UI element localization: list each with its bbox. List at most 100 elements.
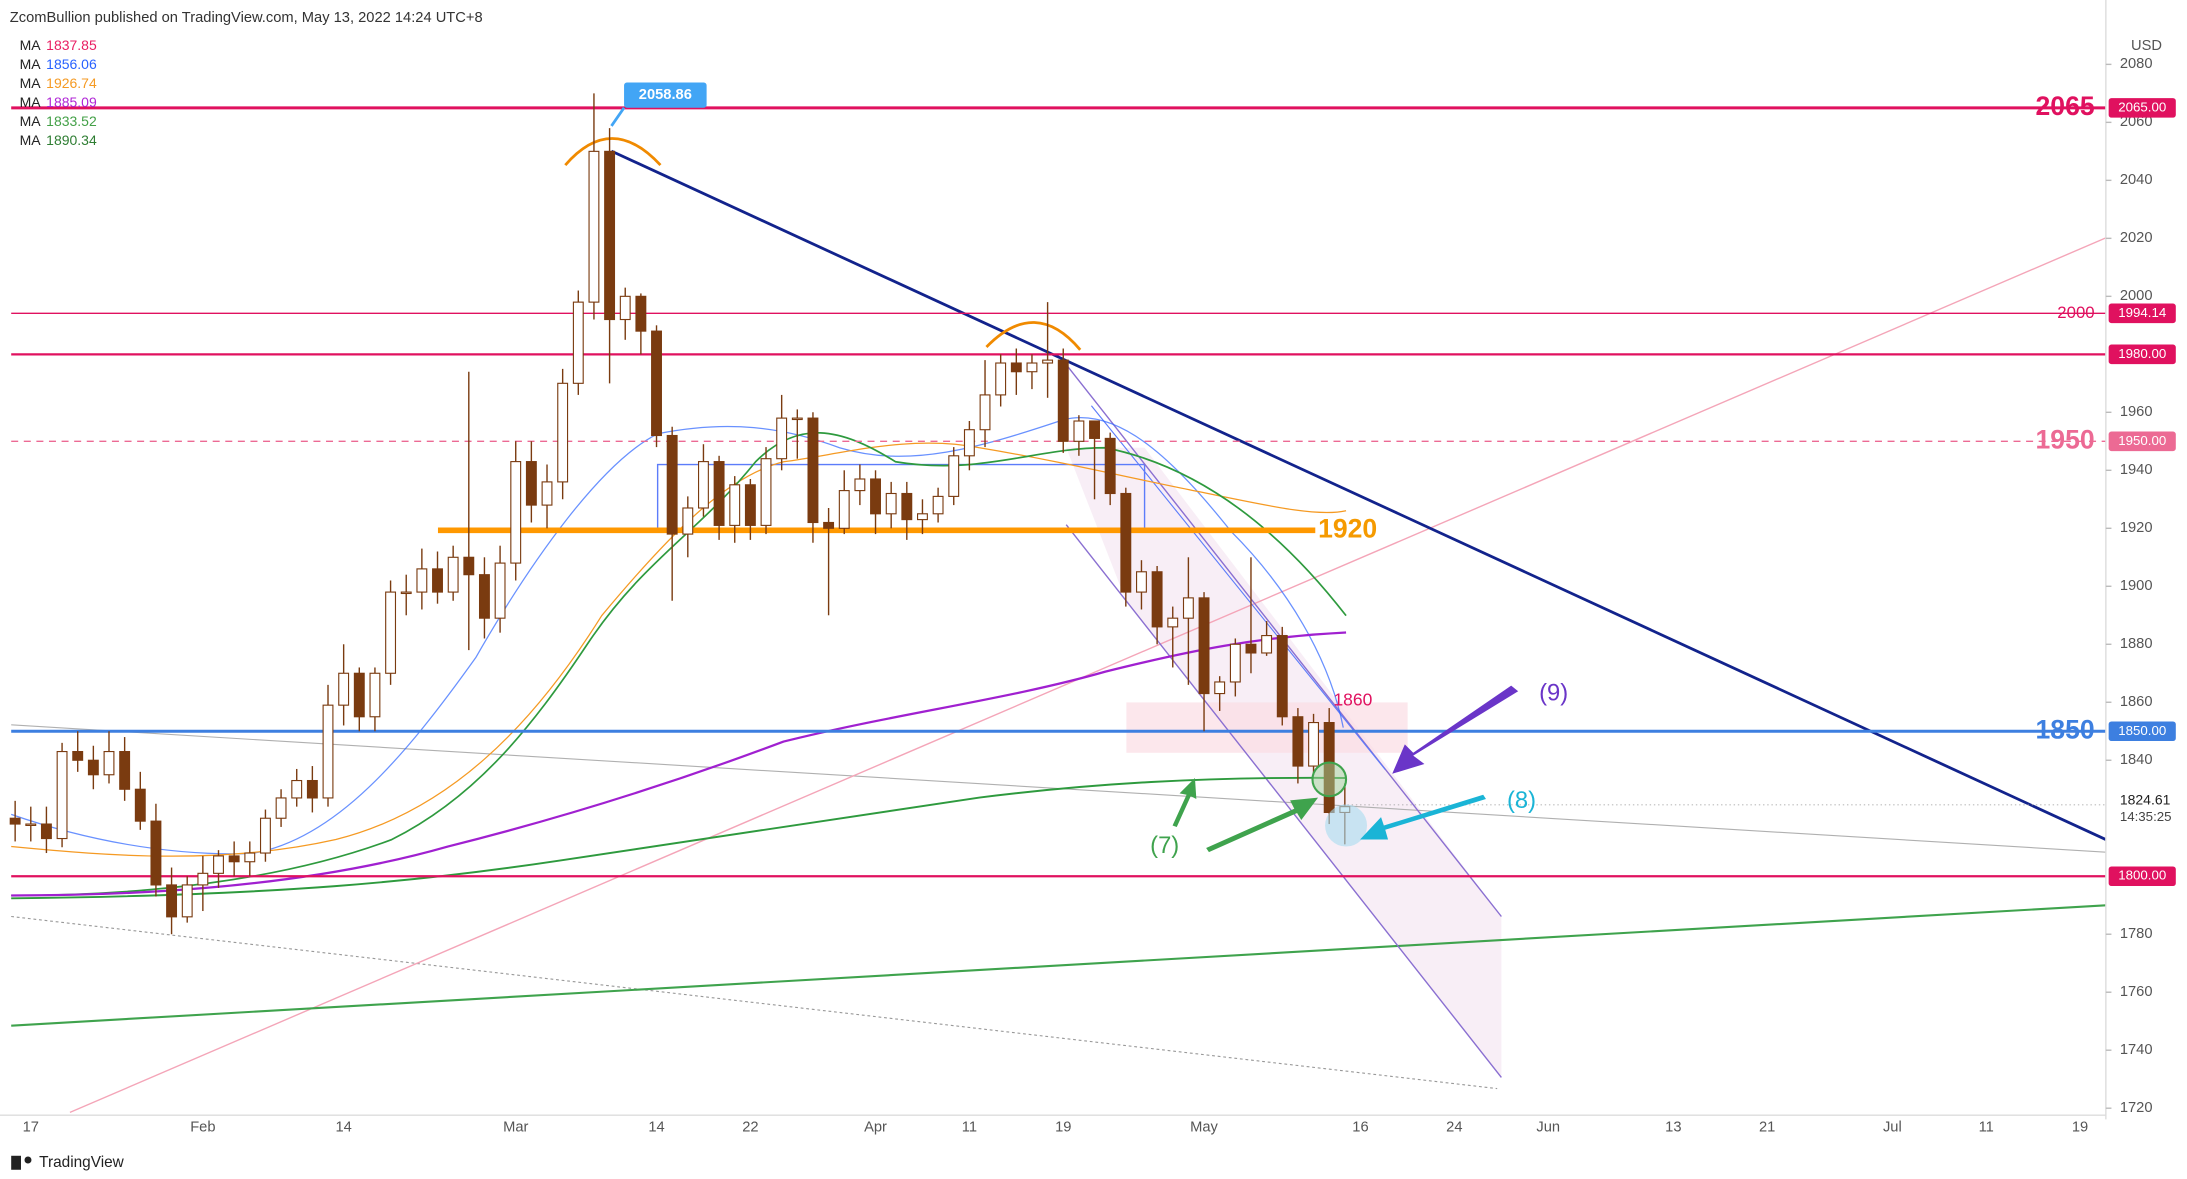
channel-lower (1065, 524, 1502, 1078)
price-tag: 1994.14 (2118, 305, 2166, 320)
candle-body (572, 301, 584, 384)
candle-body (25, 823, 37, 827)
ma-legend-label: MA (20, 113, 42, 129)
x-tick-label: 17 (23, 1120, 39, 1136)
price-tag: 1800.00 (2118, 868, 2166, 883)
candle-body (995, 362, 1007, 396)
y-tick-label: 1760 (2120, 984, 2153, 1000)
candle-body (1308, 721, 1320, 767)
annotation: (7) (1150, 832, 1179, 859)
candle-body (1057, 359, 1069, 442)
y-tick-label: 2040 (2120, 172, 2153, 188)
currency: USD (2131, 38, 2162, 54)
peak-pointer (610, 106, 626, 127)
candle-body (463, 556, 475, 576)
x-tick-label: 21 (1759, 1120, 1775, 1136)
price-tag-box (2108, 303, 2176, 324)
x-tick-label: Jul (1883, 1120, 1902, 1136)
x-tick-label: 19 (1055, 1120, 1071, 1136)
candle-body (432, 568, 443, 593)
candle-body (791, 417, 803, 421)
candle-body (510, 461, 522, 564)
level-label: 2000 (2057, 303, 2094, 322)
candle-body (807, 417, 819, 524)
candle-body (713, 461, 725, 526)
candle-body (1292, 716, 1304, 767)
y-tick-label: 1720 (2120, 1100, 2153, 1116)
candle-body (447, 556, 459, 593)
candle-body (744, 484, 756, 526)
candle-body (901, 492, 913, 521)
candle-body (134, 788, 146, 822)
marker-circle (1325, 804, 1368, 847)
ma-line (11, 776, 1347, 900)
y-tick-label: 1740 (2120, 1042, 2153, 1058)
ma-legend-value: 1833.52 (46, 113, 97, 129)
arrow (1392, 685, 1519, 774)
candle-body (729, 484, 741, 526)
candle-body (478, 574, 490, 619)
candle-body (557, 382, 569, 483)
x-tick-label: May (1190, 1120, 1218, 1136)
candle-body (197, 872, 209, 886)
candle-body (56, 750, 68, 840)
y-tick-label: 2000 (2120, 288, 2153, 304)
y-tick-label: 1920 (2120, 520, 2153, 536)
candle-body (322, 704, 334, 799)
candle-body (932, 495, 944, 515)
candle-body (823, 521, 835, 529)
price-tag-box (2108, 431, 2176, 452)
candle-body (166, 884, 178, 918)
y-tick-label: 1960 (2120, 404, 2153, 420)
candle-body (103, 750, 115, 776)
x-tick-label: 19 (2072, 1120, 2088, 1136)
price-tag: 1850.00 (2118, 723, 2166, 738)
candle-body (87, 759, 99, 776)
candle-body (181, 884, 193, 918)
candle-body (525, 461, 537, 506)
candle-body (1229, 643, 1241, 683)
price-tag: 1980.00 (2118, 346, 2166, 361)
candle-body (40, 823, 52, 840)
arrow (1172, 777, 1197, 827)
current-price: 1824.61 (2120, 791, 2171, 807)
countdown: 14:35:25 (2120, 809, 2172, 824)
ma-line (10, 417, 1344, 855)
candle-body (1245, 643, 1257, 654)
candle-body (119, 750, 131, 790)
candle-body (9, 817, 21, 825)
y-tick-label: 1900 (2120, 578, 2153, 594)
logo-part (24, 1156, 32, 1164)
candle-body (1151, 571, 1163, 628)
x-tick-label: 13 (1665, 1120, 1681, 1136)
candle-body (666, 434, 678, 535)
candle-body (275, 797, 287, 819)
candle-body (213, 855, 224, 874)
candle-body (1136, 571, 1147, 593)
peak-label: 2058.86 (639, 87, 692, 103)
candle-body (1167, 617, 1179, 628)
y-tick-label: 2020 (2120, 230, 2153, 246)
candle-body (494, 562, 506, 619)
level-label: 2065 (2036, 91, 2095, 121)
top-arc (564, 137, 662, 167)
candle-body (682, 507, 694, 535)
candle-body (1089, 420, 1100, 439)
ma-legend-value: 1837.85 (46, 37, 97, 53)
level-label: 1850 (2036, 714, 2095, 744)
ma-legend-value: 1926.74 (46, 75, 97, 91)
candle-body (150, 820, 162, 886)
price-tag-box (2108, 866, 2176, 887)
ma-legend-label: MA (20, 37, 42, 53)
footer-logo (11, 1155, 32, 1170)
resistance-zone (1126, 702, 1408, 753)
candle-body (917, 513, 928, 521)
candle-body (635, 295, 647, 332)
arrow (1206, 797, 1319, 853)
x-tick-label: Feb (190, 1120, 215, 1136)
candle-body (244, 852, 256, 863)
ma-legend-value: 1885.09 (46, 94, 97, 110)
candle-body (228, 855, 240, 863)
